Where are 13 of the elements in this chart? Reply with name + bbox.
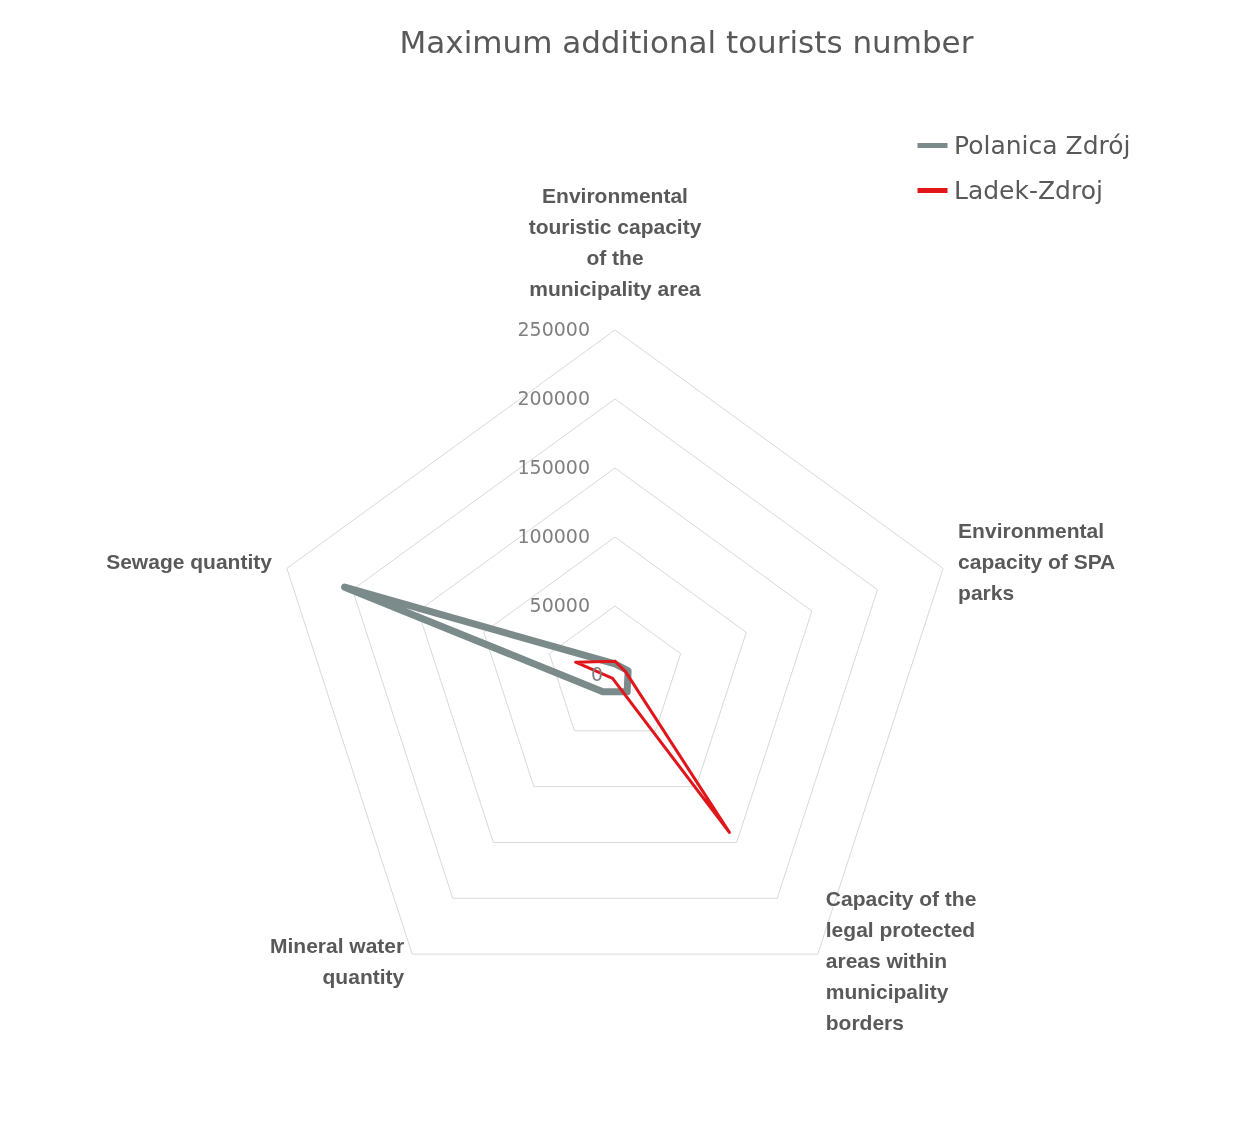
- y-tick-label: 100000: [517, 525, 590, 547]
- y-tick-label: 250000: [517, 318, 590, 340]
- spoke-label: Mineral water quantity: [270, 934, 405, 989]
- legend-label: Polanica Zdrój: [954, 130, 1131, 160]
- spoke-label: Sewage quantity: [106, 550, 273, 574]
- y-tick-label: 50000: [529, 594, 590, 616]
- spoke-label: Environmental touristic capacity of the municipality area: [528, 184, 702, 300]
- y-tick-label: 150000: [517, 456, 590, 478]
- spoke-label: Capacity of the legal protected areas within municipality borders: [825, 887, 977, 1035]
- chart-title: Maximum additional tourists number: [399, 24, 974, 60]
- legend-label: Ladek-Zdroj: [954, 175, 1103, 205]
- y-tick-label: 200000: [517, 387, 590, 409]
- spoke-label: Environmental capacity of SPA parks: [958, 519, 1116, 605]
